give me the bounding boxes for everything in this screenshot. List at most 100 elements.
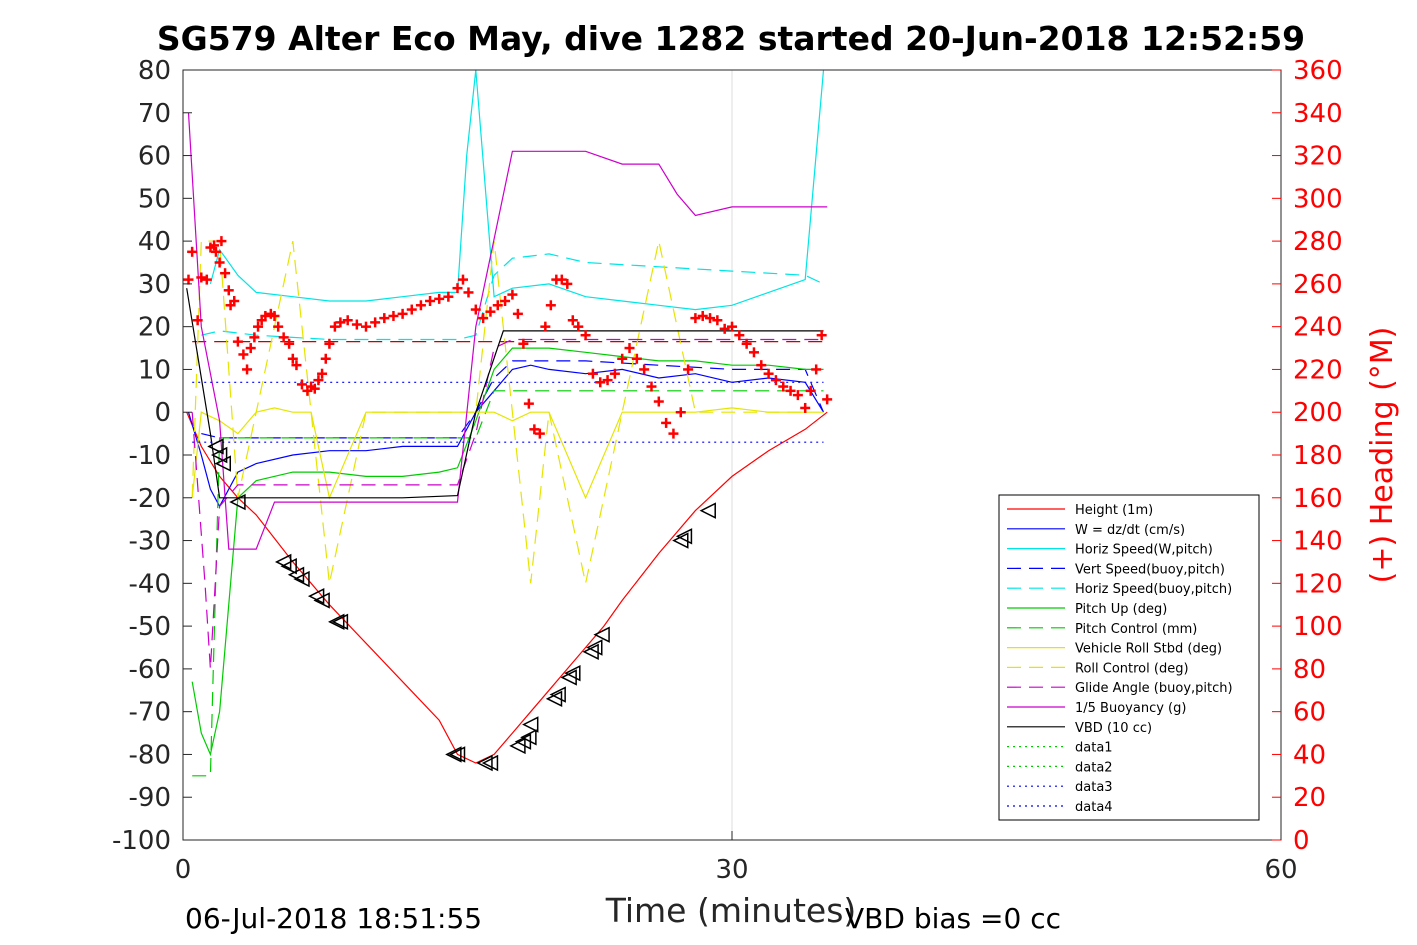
y-tick-label: -40	[129, 569, 171, 599]
legend-entry-pitch-up-deg: Pitch Up (deg)	[1007, 602, 1167, 617]
heading-marker	[727, 321, 737, 332]
y2-tick-label: 40	[1293, 740, 1326, 770]
heading-marker	[273, 321, 284, 332]
heading-marker	[822, 394, 833, 405]
y2-tick-label: 360	[1293, 56, 1343, 86]
heading-marker	[388, 310, 399, 321]
y-tick-label: -70	[129, 698, 171, 728]
legend-entry-vert-speed-buoy-pitch: Vert Speed(buoy,pitch)	[1007, 562, 1225, 577]
y2-tick-label: 160	[1293, 484, 1343, 514]
heading-marker	[500, 296, 511, 306]
heading-marker	[492, 300, 503, 311]
legend-label: Pitch Control (mm)	[1075, 622, 1197, 637]
heading-marker	[209, 240, 220, 251]
heading-marker	[507, 289, 518, 300]
event-marker	[522, 716, 539, 733]
heading-marker	[457, 274, 468, 285]
heading-marker	[249, 332, 260, 343]
heading-marker	[805, 385, 816, 396]
heading-marker	[242, 364, 253, 375]
y-tick-label: 60	[138, 142, 171, 172]
heading-marker	[624, 343, 635, 354]
heading-marker	[415, 300, 426, 311]
heading-marker	[238, 349, 249, 360]
event-marker	[672, 532, 689, 549]
heading-marker	[556, 274, 567, 285]
heading-marker	[512, 308, 523, 319]
y-tick-label: -100	[112, 826, 171, 856]
heading-marker	[523, 398, 534, 409]
heading-marker	[351, 319, 362, 330]
legend-label: Roll Control (deg)	[1075, 661, 1189, 676]
marker-layer	[183, 236, 833, 772]
y-tick-label: 80	[138, 56, 171, 86]
event-marker	[476, 754, 493, 772]
heading-marker	[811, 364, 822, 375]
y-tick-label: -60	[129, 655, 171, 685]
legend-label: Horiz Speed(W,pitch)	[1075, 543, 1213, 558]
legend-label: Horiz Speed(buoy,pitch)	[1075, 582, 1232, 597]
y-tick-label: 0	[154, 398, 171, 428]
event-marker	[675, 528, 693, 545]
y2-tick-label: 240	[1293, 313, 1343, 343]
heading-marker	[595, 377, 606, 388]
heading-marker	[296, 379, 307, 390]
heading-marker	[748, 347, 759, 358]
legend-entry-height-1m: Height (1m)	[1007, 503, 1153, 518]
legend-entry-data3: data3	[1007, 780, 1113, 795]
heading-marker	[661, 417, 672, 428]
heading-marker	[443, 291, 454, 302]
chart-title: SG579 Alter Eco May, dive 1282 started 2…	[157, 19, 1305, 58]
heading-marker	[800, 402, 811, 413]
heading-marker	[278, 332, 289, 343]
heading-marker	[734, 330, 745, 341]
heading-marker	[478, 313, 489, 324]
series-height-1m	[186, 411, 828, 764]
legend-label: data1	[1075, 741, 1113, 756]
heading-marker	[617, 353, 628, 364]
heading-marker	[291, 360, 302, 371]
heading-marker	[196, 272, 207, 283]
heading-marker	[425, 296, 436, 306]
legend-label: Pitch Up (deg)	[1075, 602, 1167, 617]
footer-vbd-bias: VBD bias =0 cc	[845, 902, 1061, 935]
heading-marker	[287, 353, 298, 364]
heading-marker	[284, 338, 295, 349]
heading-marker	[370, 317, 381, 328]
heading-marker	[397, 308, 408, 319]
heading-marker	[463, 287, 474, 298]
y-tick-label: -10	[129, 441, 171, 471]
legend-entry-horiz-speed-w-pitch: Horiz Speed(W,pitch)	[1007, 543, 1213, 558]
heading-marker	[675, 407, 686, 418]
heading-marker	[317, 368, 328, 379]
x-axis-label: Time (minutes)	[605, 891, 857, 930]
heading-marker	[697, 310, 708, 321]
heading-marker	[210, 246, 221, 257]
heading-marker	[719, 323, 730, 334]
heading-marker	[567, 315, 578, 326]
legend-label: W = dz/dt (cm/s)	[1075, 523, 1185, 538]
heading-marker	[653, 396, 664, 407]
event-marker	[210, 446, 228, 464]
heading-marker	[220, 268, 231, 279]
heading-marker	[587, 368, 598, 379]
y2-tick-label: 220	[1293, 355, 1343, 385]
legend-entry-w-dz-dt-cm-s: W = dz/dt (cm/s)	[1007, 523, 1185, 538]
heading-marker	[313, 375, 324, 386]
legend-entry-glide-angle-buoy-pitch: Glide Angle (buoy,pitch)	[1007, 681, 1233, 696]
heading-marker	[580, 330, 591, 341]
heading-marker	[534, 428, 545, 439]
heading-marker	[562, 278, 573, 289]
event-marker	[582, 643, 599, 660]
event-marker	[549, 686, 566, 703]
heading-marker	[232, 336, 243, 347]
event-marker	[313, 592, 330, 609]
legend-label: Vehicle Roll Stbd (deg)	[1075, 642, 1222, 657]
legend-label: Glide Angle (buoy,pitch)	[1075, 681, 1233, 696]
series-vbd-10-cc	[186, 288, 824, 499]
heading-marker	[792, 390, 803, 401]
heading-marker	[192, 315, 203, 326]
axes-layer: -100-90-80-70-60-50-40-30-20-10010203040…	[112, 56, 1343, 885]
x-tick-label: 60	[1264, 855, 1297, 885]
